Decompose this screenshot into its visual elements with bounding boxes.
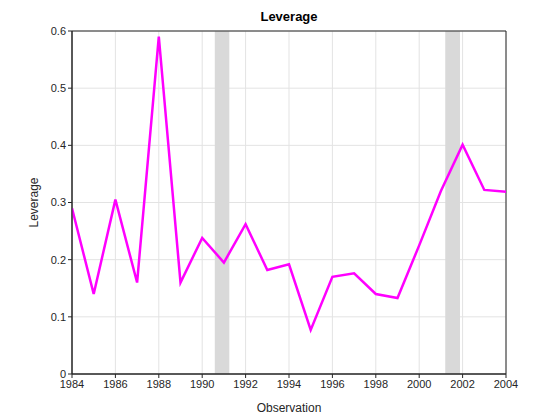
svg-text:1998: 1998 bbox=[364, 378, 388, 390]
svg-text:0.5: 0.5 bbox=[51, 82, 66, 94]
svg-text:0.2: 0.2 bbox=[51, 254, 66, 266]
svg-text:0: 0 bbox=[60, 368, 66, 380]
svg-text:1984: 1984 bbox=[59, 377, 85, 390]
svg-text:1994: 1994 bbox=[277, 378, 301, 390]
svg-text:0.6: 0.6 bbox=[51, 25, 66, 37]
html-text:Leverage: Leverage bbox=[260, 9, 318, 24]
svg-text:0.1: 0.1 bbox=[51, 311, 66, 323]
svg-text:1996: 1996 bbox=[320, 378, 344, 390]
svg-text:0.4: 0.4 bbox=[51, 139, 66, 151]
svg-text:Observation: Observation bbox=[257, 401, 322, 415]
svg-text:2004: 2004 bbox=[494, 378, 518, 390]
svg-text:2002: 2002 bbox=[450, 378, 474, 390]
svg-text:1986: 1986 bbox=[103, 378, 127, 390]
svg-text:2000: 2000 bbox=[407, 378, 431, 390]
svg-text:1988: 1988 bbox=[147, 378, 171, 390]
svg-text:Leverage: Leverage bbox=[27, 177, 41, 227]
svg-text:1990: 1990 bbox=[190, 378, 214, 390]
svg-text:1992: 1992 bbox=[233, 378, 257, 390]
svg-text:0.3: 0.3 bbox=[51, 196, 66, 208]
